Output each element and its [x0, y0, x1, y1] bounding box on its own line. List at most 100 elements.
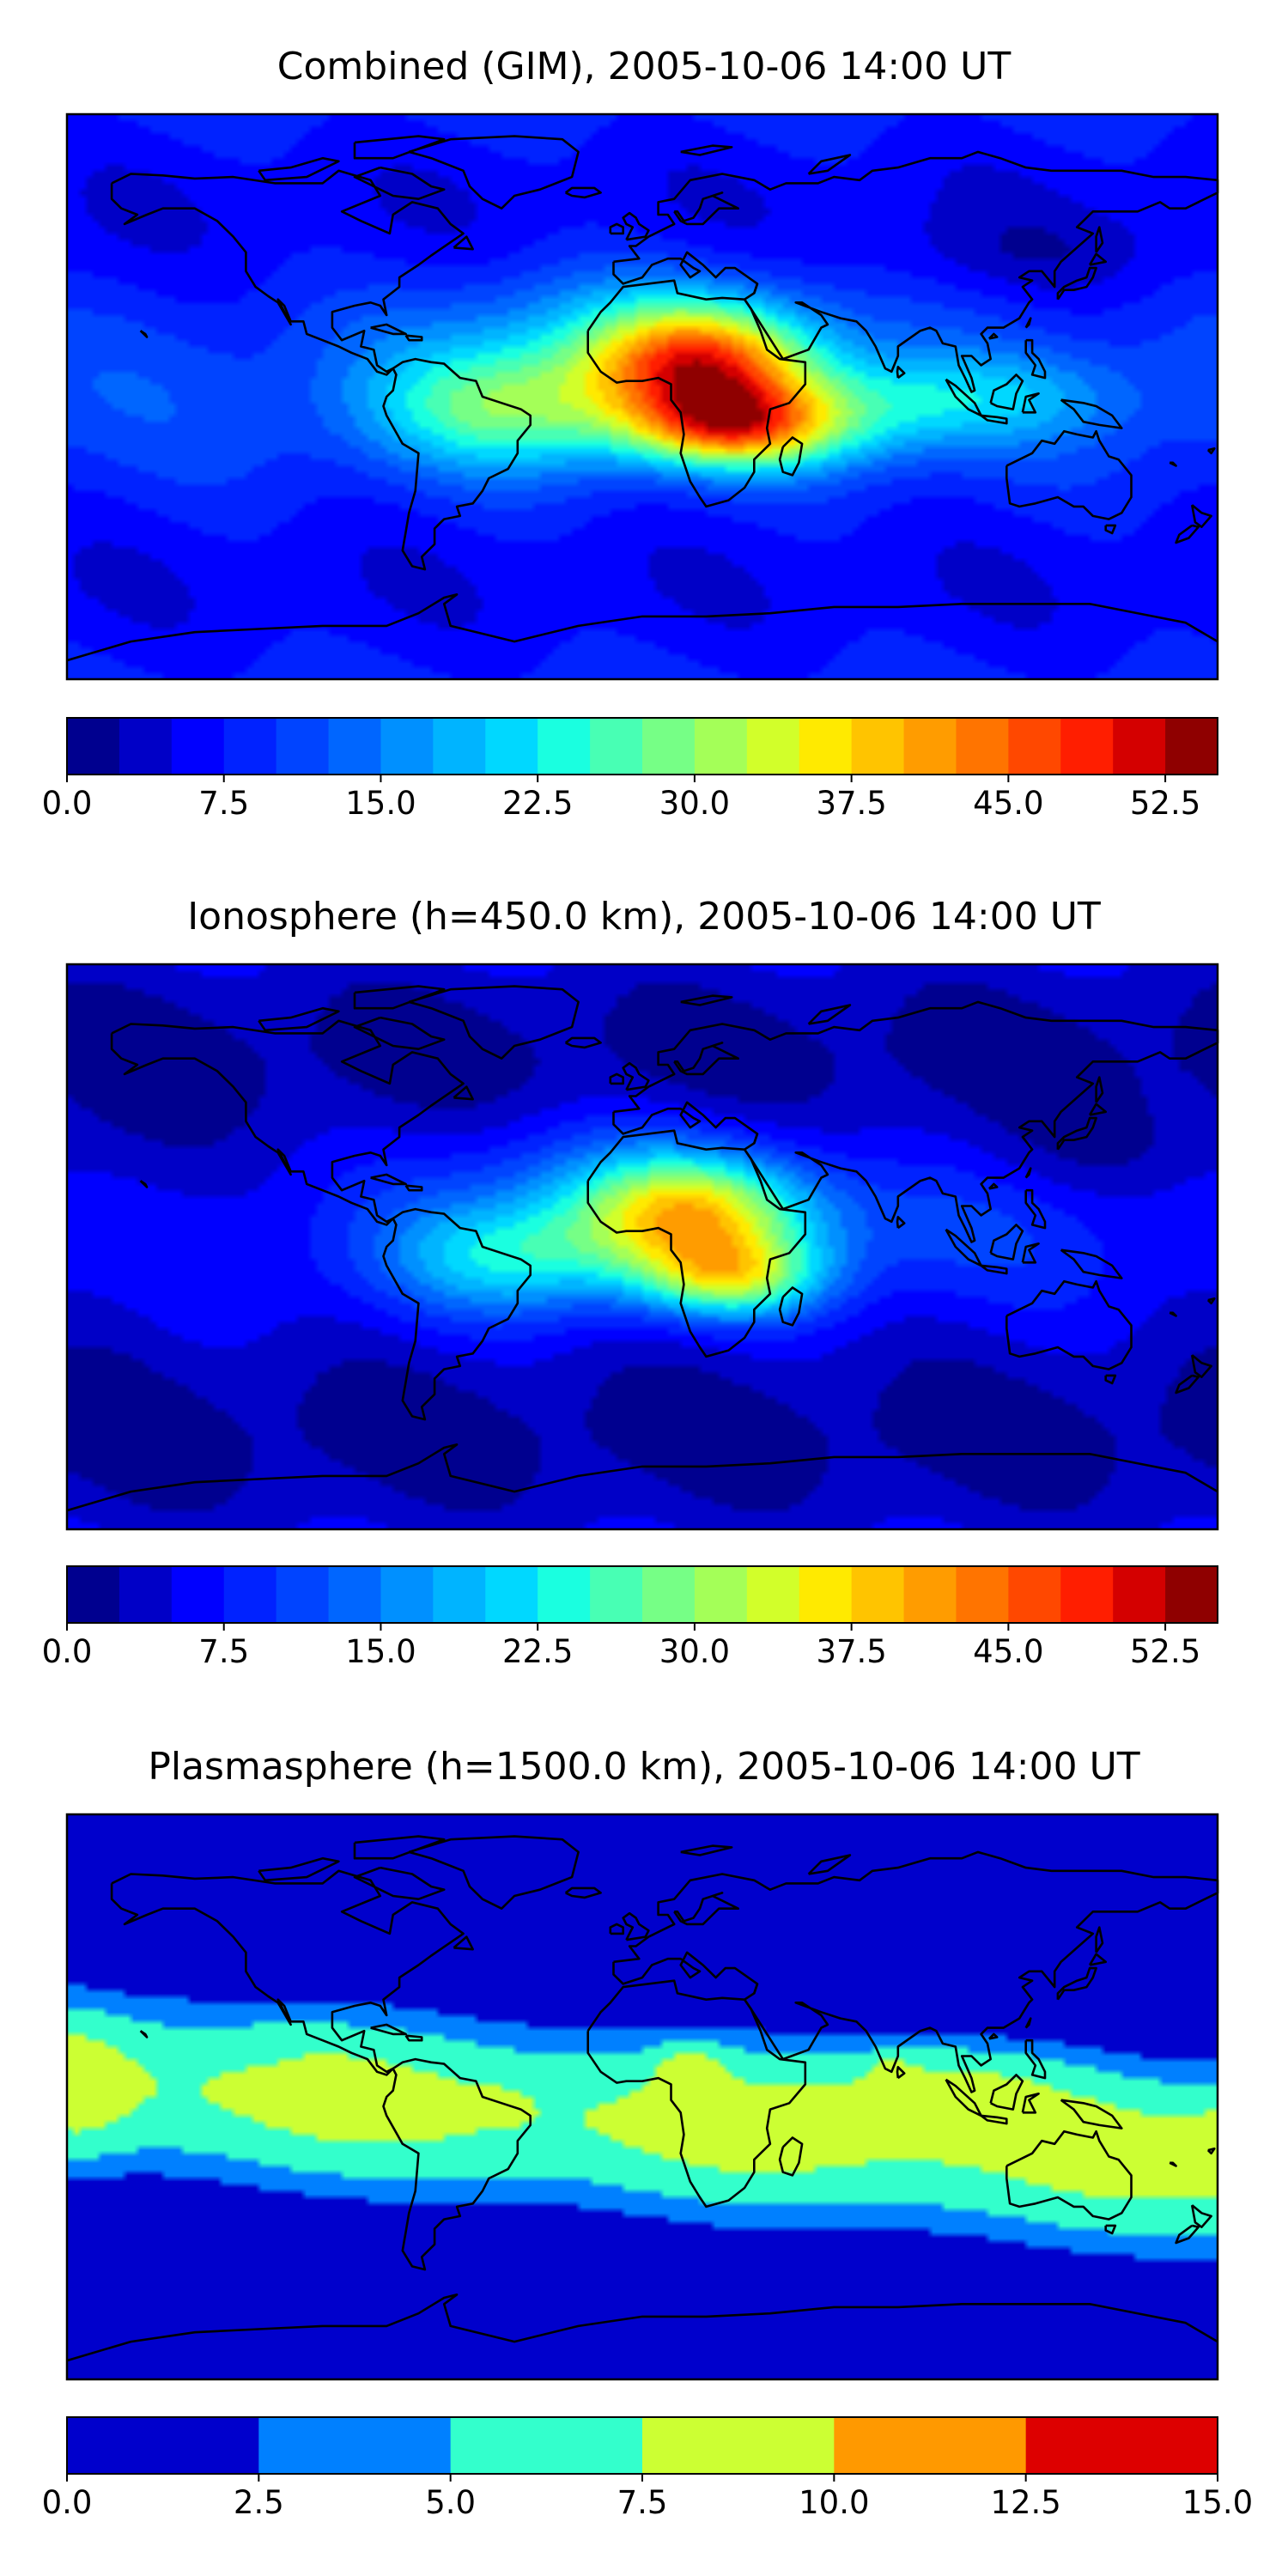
coastline: [408, 135, 580, 210]
coastline: [139, 1180, 149, 1188]
coastline: [680, 994, 733, 1006]
coastline: [673, 1042, 740, 1076]
panel-3: Plasmasphere (h=1500.0 km), 2005-10-06 1…: [42, 1745, 1254, 2521]
colorbar-tick-label: 2.5: [234, 2484, 284, 2521]
coastline: [896, 365, 906, 380]
coastline: [110, 169, 465, 376]
colorbar-segment: [1165, 718, 1218, 775]
coastline: [139, 330, 149, 338]
coastline: [1190, 1354, 1212, 1378]
colorbar-segment: [1008, 718, 1061, 775]
colorbar-segment: [903, 1566, 957, 1623]
coastline: [980, 2114, 1008, 2125]
colorbar-tick-label: 37.5: [816, 1633, 886, 1670]
colorbar-tick-label: 52.5: [1130, 785, 1200, 822]
coastline: [1190, 504, 1212, 529]
colorbar-tick-label: 30.0: [659, 785, 730, 822]
coastline: [258, 1856, 340, 1882]
map-frame: [65, 963, 1219, 1531]
coastline: [1104, 524, 1117, 535]
panel-title: Combined (GIM), 2005-10-06 14:00 UT: [277, 45, 1012, 88]
tec-map-field: [67, 964, 1218, 1529]
coastline: [980, 1264, 1008, 1275]
coastline: [1104, 2224, 1117, 2235]
coastline: [609, 1072, 625, 1085]
coastline: [1104, 1374, 1117, 1385]
coastline: [1095, 226, 1104, 253]
coastline: [680, 1844, 733, 1856]
coastline: [586, 1979, 807, 2208]
coastline: [673, 191, 740, 226]
coastline: [586, 1129, 807, 1358]
colorbar-segment: [538, 1566, 591, 1623]
coastline: [1056, 1116, 1097, 1151]
coastline: [1024, 1188, 1047, 1230]
colorbar-tick-label: 45.0: [973, 1633, 1043, 1670]
colorbar-segment: [1060, 1566, 1114, 1623]
colorbar-segment: [746, 718, 800, 775]
colorbar-segment: [276, 718, 330, 775]
colorbar-segment: [1025, 2417, 1218, 2474]
coastline: [612, 150, 1219, 393]
coastline: [1024, 2038, 1047, 2080]
coastline: [609, 222, 625, 235]
colorbar-segment: [851, 718, 905, 775]
colorbar-segment: [276, 1566, 330, 1623]
colorbar-tick-label: 0.0: [42, 2484, 93, 2521]
coastline: [896, 2066, 906, 2080]
coastline: [1021, 1242, 1040, 1264]
coastline: [453, 1085, 475, 1101]
colorbar-segment: [642, 1566, 696, 1623]
colorbar-segment: [799, 1566, 853, 1623]
coastlines: [66, 985, 1219, 1512]
colorbar-segment: [450, 2417, 643, 2474]
panel-title: Plasmasphere (h=1500.0 km), 2005-10-06 1…: [148, 1745, 1139, 1789]
coastline: [353, 985, 446, 1010]
coastline: [382, 2057, 532, 2271]
colorbar: 0.0 2.5 5.0 7.5 10.0 12.5 15.0: [42, 2416, 1253, 2521]
colorbar-segment: [171, 718, 225, 775]
colorbar-tick-label: 12.5: [990, 2484, 1060, 2521]
coastline: [404, 334, 423, 342]
coastline: [673, 1892, 740, 1926]
coastline: [370, 323, 407, 336]
coastline: [66, 592, 1218, 662]
colorbar-segment: [1165, 1566, 1218, 1623]
colorbar-segment: [642, 2417, 835, 2474]
tec-map-field: [67, 114, 1218, 679]
colorbar-segment: [433, 1566, 486, 1623]
colorbar-segment: [118, 1566, 173, 1623]
coastline: [1021, 2093, 1040, 2114]
colorbar-tick-label: 52.5: [1130, 1633, 1200, 1670]
coastline: [989, 1224, 1024, 1261]
coastline: [258, 1006, 340, 1032]
coastline: [680, 144, 733, 156]
coastline: [353, 1866, 446, 1900]
colorbar-segment: [328, 718, 382, 775]
coastline: [1024, 1167, 1032, 1179]
coastline: [1024, 2017, 1032, 2029]
colorbar-segment: [258, 2417, 452, 2474]
colorbar-tick-label: 30.0: [659, 1633, 730, 1670]
coastline: [1088, 1103, 1107, 1116]
coastline: [989, 374, 1024, 410]
coastline: [1060, 398, 1123, 429]
colorbar-segment: [67, 718, 120, 775]
coastline: [453, 1935, 475, 1951]
coastline: [778, 1286, 804, 1327]
coastline: [1169, 2161, 1177, 2167]
coastline: [807, 1854, 852, 1875]
coastline: [1175, 1374, 1200, 1394]
colorbar-frame: [66, 717, 1218, 775]
coastline: [609, 1923, 625, 1935]
coastline: [408, 985, 580, 1060]
coastline: [1088, 252, 1107, 266]
coastline: [586, 279, 807, 508]
colorbar-tick-label: 15.0: [345, 1633, 416, 1670]
colorbar-segment: [956, 718, 1009, 775]
colorbar-segment: [118, 718, 173, 775]
colorbar-segment: [1008, 1566, 1061, 1623]
colorbar-segment: [799, 718, 853, 775]
panel-2: Ionosphere (h=450.0 km), 2005-10-06 14:0…: [42, 895, 1219, 1670]
